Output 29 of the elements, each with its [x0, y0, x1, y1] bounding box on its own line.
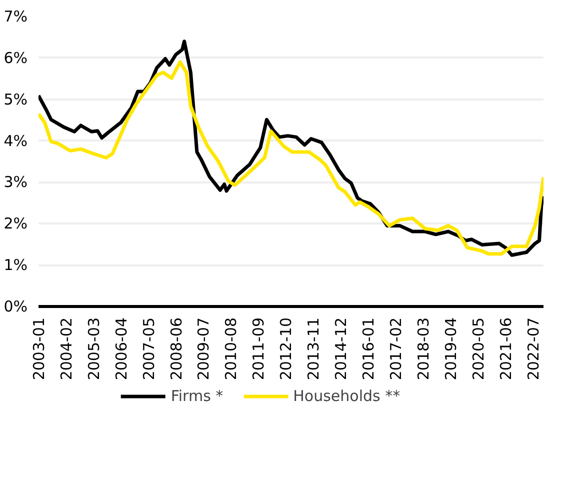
x-tick-label: 2003-01: [30, 317, 48, 380]
x-tick-label: 2006-04: [112, 317, 130, 380]
x-tick-label: 2009-07: [194, 317, 213, 380]
x-tick-label: 2021-06: [496, 317, 515, 380]
x-tick-label: 2020-05: [469, 317, 488, 380]
y-tick-label: 1%: [4, 256, 28, 274]
x-tick-label: 2014-12: [332, 317, 350, 380]
y-tick-label: 6%: [4, 48, 28, 67]
y-tick-label: 0%: [4, 298, 28, 316]
y-tick-label: 7%: [4, 8, 28, 26]
x-tick-label: 2007-05: [140, 317, 158, 380]
x-tick-label: 2017-02: [387, 317, 406, 380]
x-tick-label: 2011-09: [250, 317, 268, 380]
x-tick-label: 2005-03: [84, 317, 103, 380]
y-tick-label: 4%: [4, 132, 28, 150]
x-tick-label: 2019-04: [442, 317, 460, 380]
x-tick-label: 2008-06: [167, 317, 186, 380]
x-tick-label: 2016-01: [360, 317, 378, 380]
x-tick-label: 2010-08: [222, 317, 240, 380]
x-tick-label: 2022-07: [524, 317, 542, 380]
y-tick-label: 2%: [4, 214, 28, 233]
x-tick-label: 2013-11: [304, 317, 323, 380]
x-tick-label: 2004-02: [57, 317, 76, 380]
legend-label: Firms *: [170, 387, 224, 405]
y-tick-label: 5%: [4, 90, 28, 108]
x-tick-label: 2012-10: [277, 317, 296, 380]
x-tick-label: 2018-03: [414, 317, 432, 380]
legend-label: Households **: [293, 387, 400, 405]
y-tick-label: 3%: [4, 173, 28, 192]
